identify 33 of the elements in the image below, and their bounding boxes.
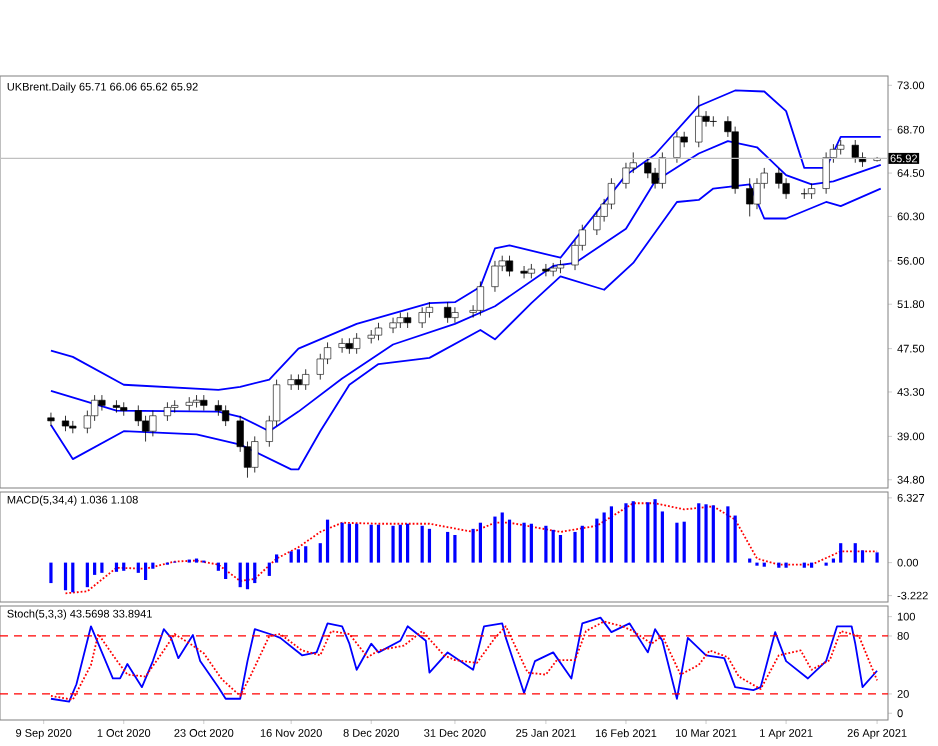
candlestick xyxy=(47,412,55,427)
candlestick xyxy=(673,131,681,164)
line-series xyxy=(50,89,882,391)
candlestick xyxy=(287,374,295,391)
line-series xyxy=(50,183,882,471)
candlestick xyxy=(476,281,484,316)
candlestick xyxy=(251,435,259,473)
candlestick xyxy=(163,401,171,422)
candlestick xyxy=(851,139,859,164)
candlestick xyxy=(222,405,230,427)
candlestick xyxy=(185,396,193,411)
candlestick xyxy=(112,399,121,414)
candlestick xyxy=(98,394,106,411)
candlestick xyxy=(822,152,830,195)
candlestick xyxy=(389,317,397,334)
candlestick xyxy=(149,410,157,437)
candlestick xyxy=(192,394,201,408)
candlestick xyxy=(505,255,514,277)
candlestick xyxy=(658,152,666,189)
candlestick xyxy=(338,337,346,354)
candlestick xyxy=(171,399,179,414)
candlestick xyxy=(120,401,128,417)
candlestick xyxy=(451,306,459,324)
line-series xyxy=(64,502,878,595)
candlestick xyxy=(520,265,528,279)
candlestick xyxy=(695,95,703,148)
candlestick xyxy=(746,177,754,217)
candlestick xyxy=(353,332,361,355)
candlestick xyxy=(542,263,550,277)
candlestick xyxy=(302,368,310,391)
candlestick xyxy=(418,306,426,329)
candlestick xyxy=(491,260,499,293)
candlestick xyxy=(444,301,452,324)
